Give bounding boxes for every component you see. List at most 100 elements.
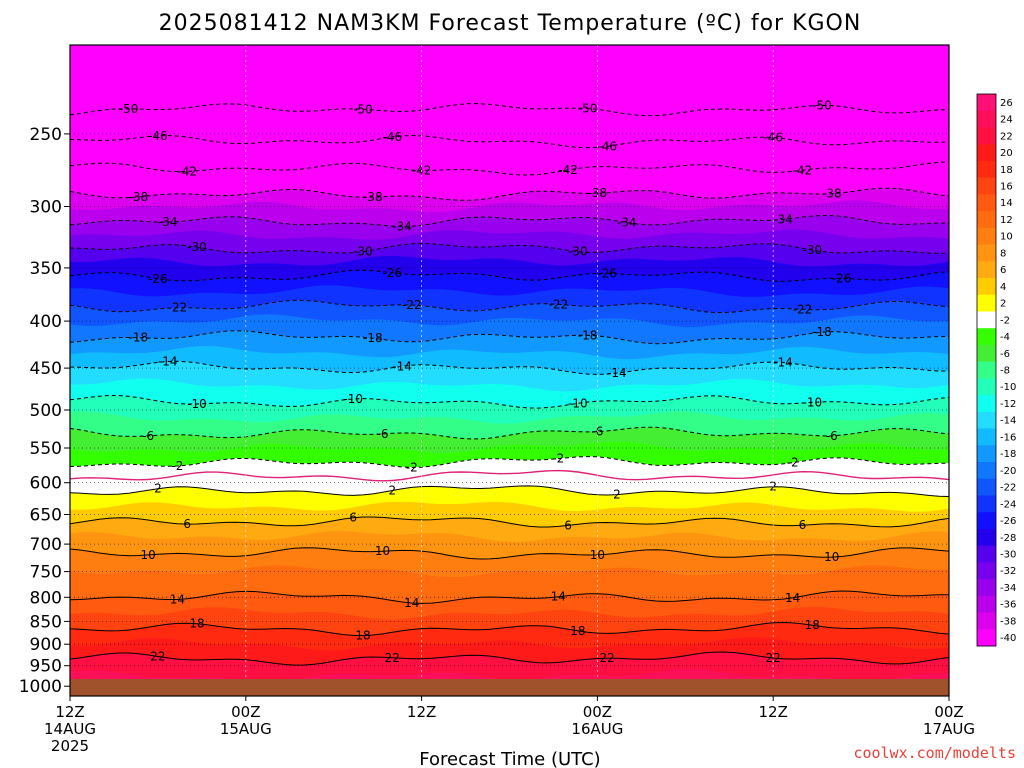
contour-label: -26: [832, 271, 852, 285]
colorbar-swatch: [977, 344, 996, 362]
colorbar-label: -22: [1000, 483, 1016, 494]
contour-label: -26: [148, 272, 168, 286]
colorbar-label: -18: [1000, 449, 1016, 460]
contour-label: -34: [773, 212, 793, 226]
x-tick-label: 15AUG: [220, 720, 272, 738]
y-tick-label: 950: [30, 657, 62, 677]
contour-label: -22: [793, 302, 813, 316]
colorbar-swatch: [977, 127, 996, 145]
contour-label: -14: [158, 355, 178, 369]
colorbar-swatch: [977, 562, 996, 580]
contour-label: -2: [787, 456, 799, 470]
y-tick-label: 900: [30, 635, 62, 655]
contour-label: -46: [763, 131, 783, 145]
temperature-fill-bands: [70, 45, 949, 696]
colorbar-swatch: [977, 395, 996, 413]
colorbar-swatch: [977, 478, 996, 496]
contour-label: -50: [812, 98, 832, 112]
colorbar-label: -12: [1000, 399, 1016, 410]
colorbar-swatch: [977, 428, 996, 446]
contour-label: -30: [568, 245, 588, 259]
contour-label: 6: [799, 518, 807, 532]
colorbar-swatch: [977, 378, 996, 396]
contour-label: -10: [343, 392, 363, 406]
y-tick-label: 250: [30, 125, 62, 145]
contour-label: 14: [404, 596, 419, 610]
colorbar-label: -6: [1000, 349, 1010, 360]
colorbar-swatch: [977, 261, 996, 279]
contour-label: 10: [590, 548, 605, 562]
contour-label: 2: [388, 484, 396, 498]
x-tick-label: 2025: [51, 737, 89, 755]
colorbar-swatch: [977, 445, 996, 463]
x-tick-label: 17AUG: [923, 720, 975, 738]
contour-label: -42: [793, 163, 813, 177]
contour-label: 22: [150, 650, 165, 664]
contour-label: -50: [119, 102, 139, 116]
x-tick-label: 14AUG: [44, 720, 96, 738]
colorbar-label: -10: [1000, 382, 1016, 393]
contour-m46: [70, 134, 949, 149]
colorbar-swatch: [977, 528, 996, 546]
colorbar-swatch: [977, 411, 996, 429]
contour-label: -6: [826, 429, 838, 443]
contour-m30: [70, 242, 949, 254]
colorbar-label: -14: [1000, 416, 1016, 427]
contour-label: -34: [617, 216, 637, 230]
colorbar-label: 4: [1000, 282, 1006, 293]
contour-m2: [70, 456, 949, 468]
x-tick-label: 00Z: [231, 703, 260, 721]
x-tick-label: 12Z: [759, 703, 788, 721]
colorbar-label: 6: [1000, 265, 1006, 276]
colorbar-label: -16: [1000, 432, 1016, 443]
y-tick-label: 450: [30, 359, 62, 379]
contour-label: -22: [402, 298, 422, 312]
x-tick-label: 12Z: [55, 703, 84, 721]
colorbar-label: -34: [1000, 583, 1016, 594]
contour-label: -26: [382, 266, 402, 280]
y-tick-label: 700: [30, 535, 62, 555]
contour-6: [70, 516, 949, 528]
colorbar-swatch: [977, 629, 996, 647]
y-tick-label: 550: [30, 439, 62, 459]
grid-lines: [69, 45, 950, 696]
colorbar-label: 10: [1000, 232, 1013, 243]
contour-label: -6: [142, 429, 154, 443]
y-axis-ticks: 250 300 350 400 450 500 550 600 650 700 750 800 850 9…: [19, 125, 70, 697]
contour-label: 14: [785, 591, 800, 605]
colorbar-label: 14: [1000, 198, 1013, 209]
colorbar-label: -2: [1000, 315, 1010, 326]
contour-label: -18: [129, 331, 149, 345]
colorbar-swatch: [977, 278, 996, 296]
colorbar-label: -20: [1000, 466, 1016, 477]
colorbar-swatch: [977, 612, 996, 630]
colorbar-swatch: [977, 595, 996, 613]
colorbar-label: -8: [1000, 366, 1010, 377]
contour-label: -46: [148, 129, 168, 143]
contour-label: -30: [187, 240, 207, 254]
contour-0: [70, 469, 949, 482]
colorbar-swatch: [977, 462, 996, 480]
contour-label: -6: [377, 427, 389, 441]
x-tick-label: 12Z: [407, 703, 436, 721]
x-axis-label: Forecast Time (UTC): [419, 749, 600, 768]
y-tick-label: 650: [30, 506, 62, 526]
colorbar-frame: [976, 93, 997, 647]
colorbar-label: -38: [1000, 616, 1016, 627]
contour-label: 18: [570, 624, 585, 638]
contour-m50: [70, 103, 949, 117]
contour-label: -2: [552, 452, 564, 466]
y-tick-label: 300: [30, 198, 62, 218]
contour-label: -22: [548, 297, 568, 311]
contour-18: [70, 621, 949, 637]
colorbar-swatch: [977, 244, 996, 262]
colorbar-swatch: [977, 110, 996, 128]
contour-label: 10: [375, 544, 390, 558]
contour-label: -30: [802, 243, 822, 257]
contour-m34: [70, 214, 949, 227]
chart-title: 2025081412 NAM3KM Forecast Temperature (…: [159, 11, 862, 36]
contour-label: 2: [613, 488, 621, 502]
x-tick-label: 00Z: [934, 703, 963, 721]
credit-text: coolwx.com/modelts: [853, 744, 1016, 762]
contour-label: 22: [766, 651, 781, 665]
